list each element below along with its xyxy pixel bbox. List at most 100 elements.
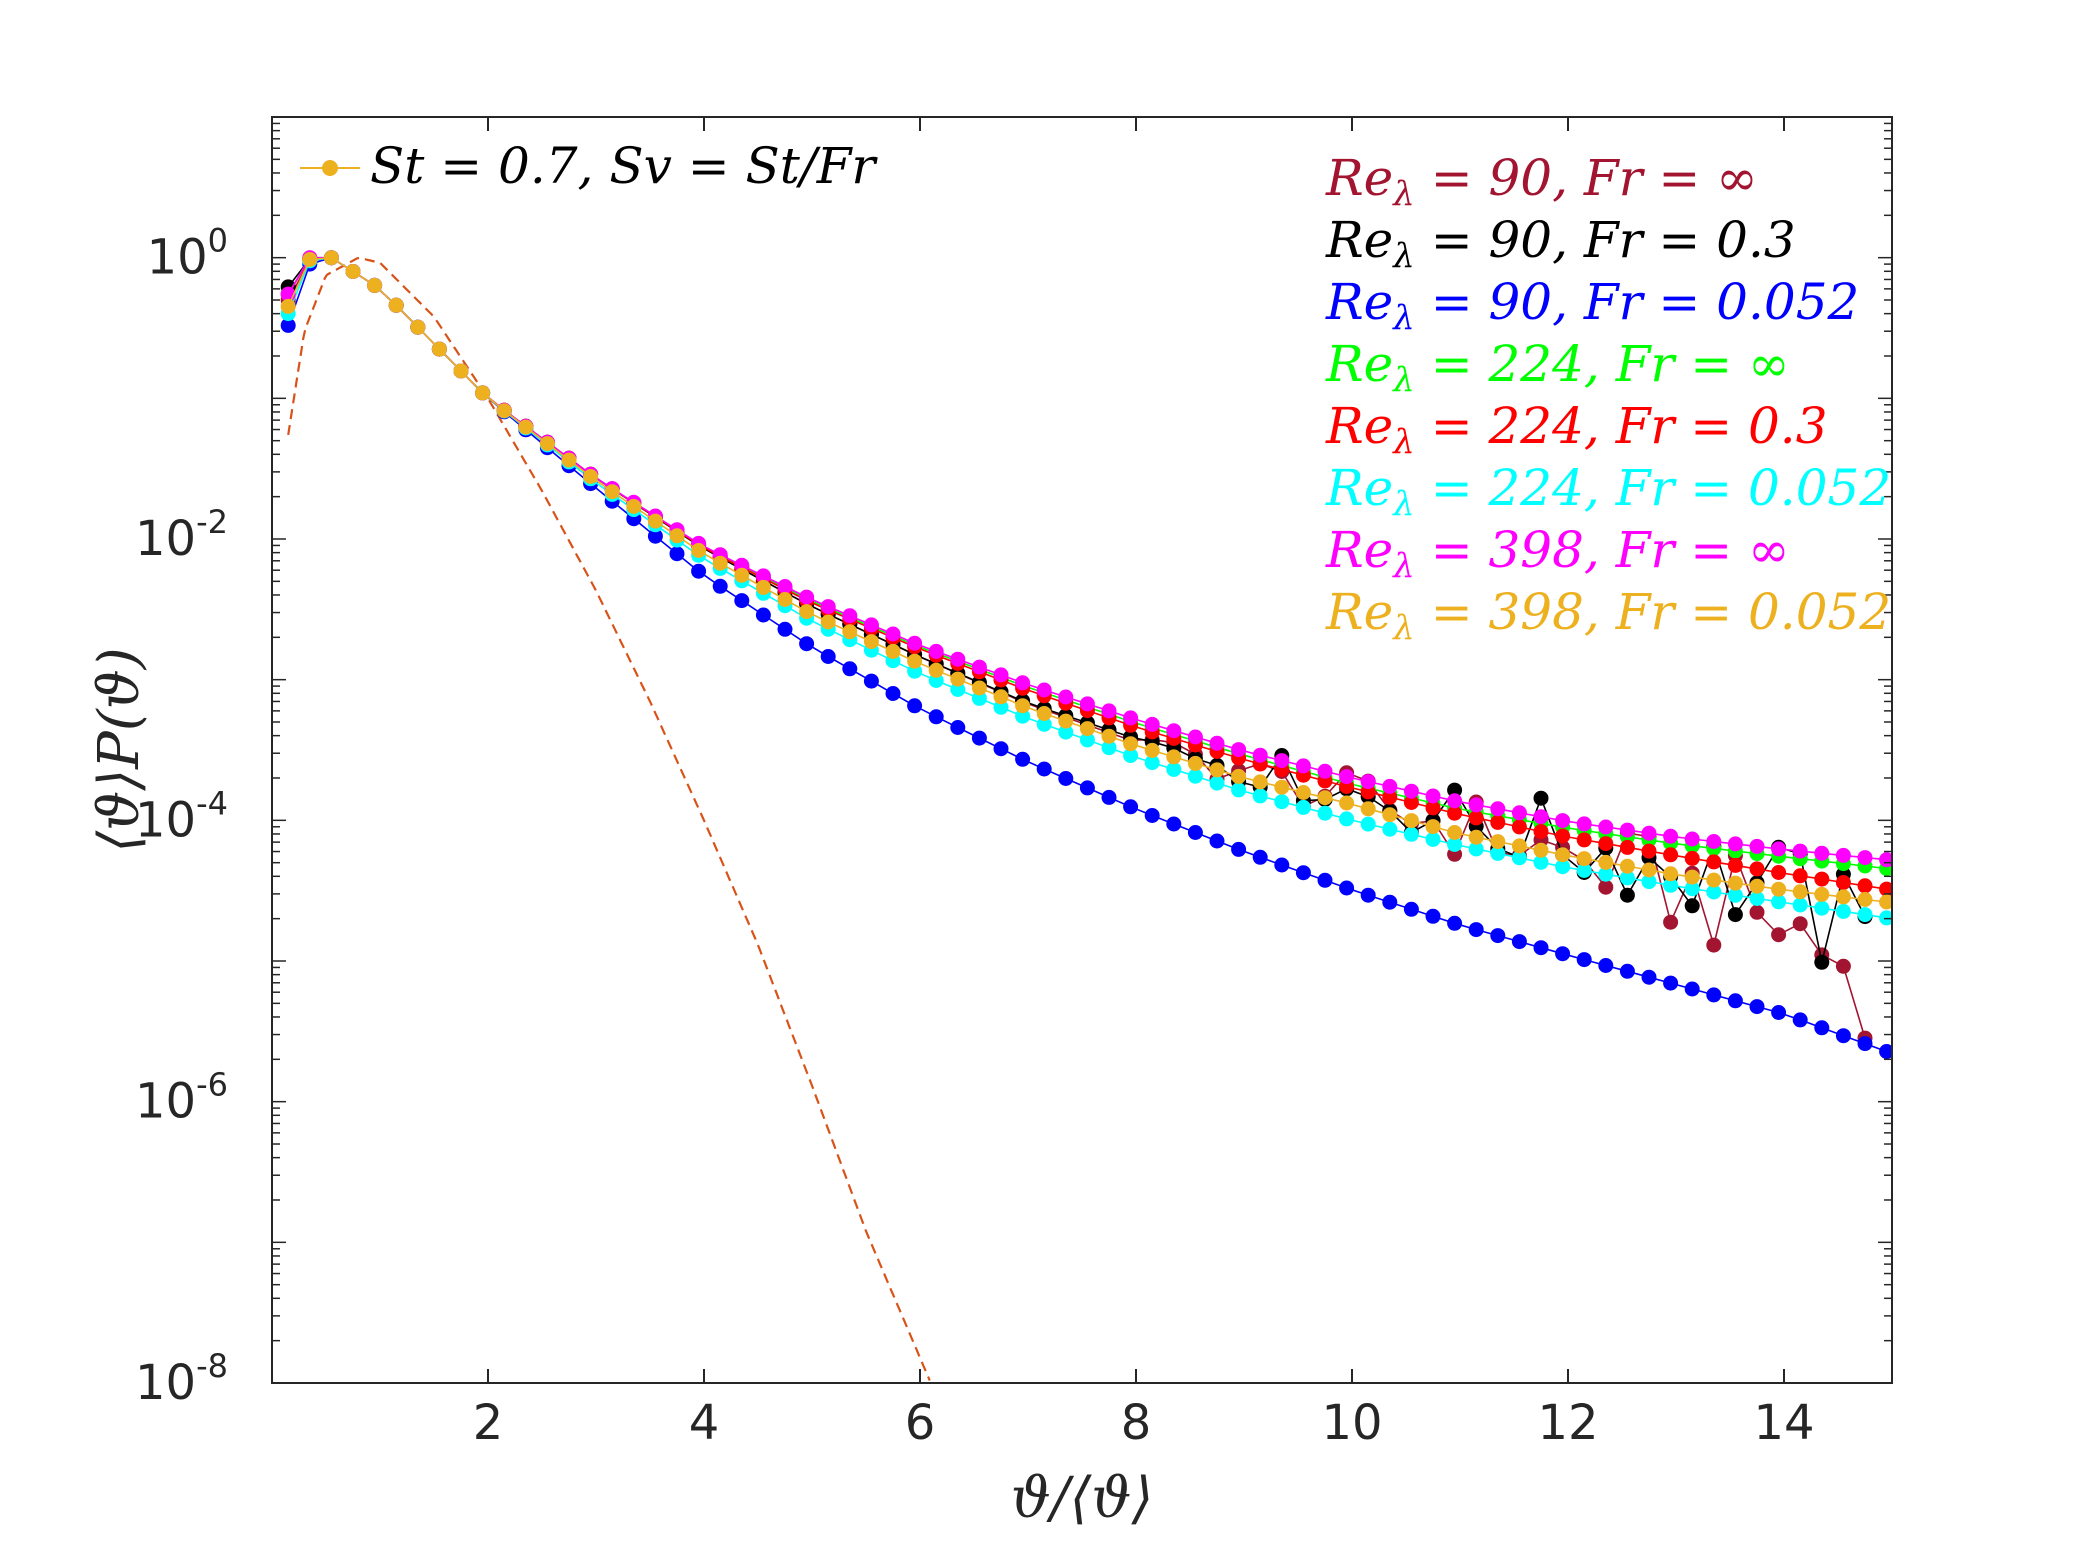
data-point — [1835, 1028, 1851, 1044]
data-point — [971, 680, 987, 696]
data-point — [993, 741, 1009, 757]
data-point — [561, 452, 577, 468]
data-point — [1144, 755, 1160, 771]
data-point — [1663, 975, 1679, 991]
data-point — [1317, 763, 1333, 779]
data-point — [1511, 819, 1527, 835]
annotation-rest: = 224, Fr = 0.3 — [1415, 397, 1828, 455]
data-point — [1274, 857, 1290, 873]
data-point — [1706, 834, 1722, 849]
data-point — [1598, 836, 1614, 852]
data-point — [1209, 735, 1225, 751]
annotation-re: Re — [1325, 273, 1393, 331]
data-point — [1425, 788, 1441, 804]
data-point — [777, 579, 793, 594]
data-point — [1533, 790, 1549, 806]
data-point — [799, 589, 815, 605]
data-point — [1144, 808, 1160, 823]
data-point — [1792, 897, 1808, 913]
data-point — [1641, 843, 1657, 859]
x-tick-label: 4 — [689, 1395, 720, 1451]
legend-marker — [322, 160, 338, 176]
data-point — [1576, 952, 1592, 968]
data-point — [280, 298, 296, 314]
data-point — [1814, 845, 1830, 861]
data-point — [1425, 819, 1441, 835]
data-point — [712, 555, 728, 571]
data-point — [1706, 872, 1722, 888]
annotation-rest: = 90, Fr = ∞ — [1415, 149, 1758, 207]
data-point — [1382, 821, 1398, 837]
y-tick-label: 10-2 — [135, 503, 228, 567]
data-point — [1598, 879, 1614, 895]
data-point — [1295, 785, 1311, 800]
data-point — [863, 617, 879, 633]
annotation-rest: = 398, Fr = 0.052 — [1415, 583, 1891, 641]
annotation-rest: = 90, Fr = 0.3 — [1415, 211, 1796, 269]
data-point — [928, 662, 944, 678]
data-point — [1144, 742, 1160, 758]
data-point — [734, 567, 750, 583]
y-tick-label: 100 — [147, 222, 228, 286]
data-point — [1749, 861, 1765, 877]
series-annotation: Reλ = 398, Fr = 0.052 — [1325, 583, 1891, 648]
data-point — [1749, 838, 1765, 854]
data-point — [1058, 724, 1074, 740]
data-point — [1058, 689, 1074, 705]
data-point — [1835, 889, 1851, 905]
data-point — [777, 621, 793, 637]
data-point — [1101, 728, 1117, 744]
data-point — [1771, 865, 1787, 880]
data-point — [647, 513, 663, 529]
data-point — [669, 546, 685, 562]
data-point — [1857, 1036, 1873, 1052]
data-point — [799, 604, 815, 620]
annotation-re: Re — [1325, 149, 1393, 207]
data-point — [1123, 799, 1139, 815]
series-annotation: Reλ = 398, Fr = ∞ — [1325, 521, 1790, 586]
data-point — [1079, 732, 1095, 748]
data-point — [1252, 849, 1268, 865]
data-point — [1231, 841, 1247, 857]
data-point — [1360, 816, 1376, 832]
data-point — [1511, 850, 1527, 866]
data-point — [842, 624, 858, 640]
data-point — [820, 649, 836, 664]
data-point — [1749, 904, 1765, 920]
data-point — [1058, 713, 1074, 729]
data-point — [1641, 874, 1657, 890]
data-point — [1209, 762, 1225, 778]
data-point — [1252, 747, 1268, 763]
data-point — [1533, 854, 1549, 870]
data-point — [453, 363, 469, 379]
data-point — [691, 543, 707, 558]
data-point — [669, 528, 685, 544]
x-tick-label: 14 — [1753, 1395, 1814, 1451]
series-annotation: Reλ = 90, Fr = 0.052 — [1325, 273, 1859, 338]
data-point — [1382, 807, 1398, 823]
data-point — [1792, 916, 1808, 932]
plot-area — [280, 250, 1892, 1381]
x-tick-label: 2 — [473, 1395, 504, 1451]
data-point — [928, 643, 944, 659]
data-point — [1166, 723, 1182, 739]
data-point — [1490, 801, 1506, 817]
series-annotation: Reλ = 224, Fr = ∞ — [1325, 335, 1790, 400]
data-point — [604, 484, 620, 500]
annotation-lambda: λ — [1391, 298, 1415, 338]
data-point — [1511, 838, 1527, 854]
data-point — [1835, 958, 1851, 974]
data-point — [1641, 969, 1657, 985]
y-tick-exponent: -2 — [196, 503, 228, 541]
data-point — [691, 563, 707, 579]
data-point — [1857, 850, 1873, 866]
series-annotation: Reλ = 224, Fr = 0.052 — [1325, 459, 1891, 524]
data-point — [1295, 758, 1311, 774]
annotation-re: Re — [1325, 397, 1393, 455]
data-point — [993, 689, 1009, 705]
data-point — [734, 593, 750, 609]
data-point — [475, 385, 491, 401]
data-point — [1684, 981, 1700, 997]
